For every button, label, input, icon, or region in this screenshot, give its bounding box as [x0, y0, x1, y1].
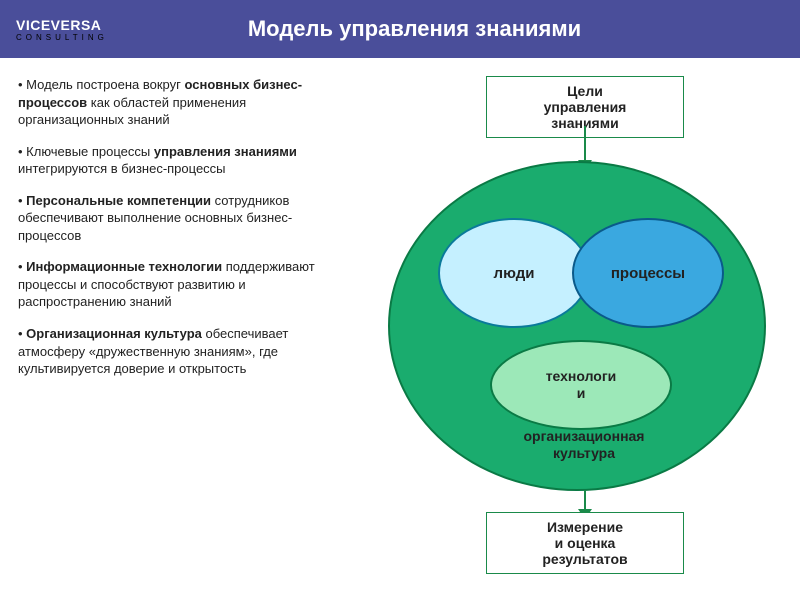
org-culture-label: организационная культура	[474, 428, 694, 462]
people-oval: люди	[438, 218, 590, 328]
logo-text: VICEVERSA	[16, 17, 101, 33]
logo: VICEVERSA CONSULTING	[16, 17, 108, 42]
content-area: • Модель построена вокруг основных бизне…	[0, 58, 800, 600]
tech-oval: технологи и	[490, 340, 672, 430]
logo-subtitle: CONSULTING	[16, 33, 108, 42]
bullet-list: • Модель построена вокруг основных бизне…	[18, 76, 348, 590]
bullet-item: • Информационные технологии поддерживают…	[18, 258, 336, 311]
bullet-item: • Персональные компетенции сотрудников о…	[18, 192, 336, 245]
page-title: Модель управления знаниями	[248, 16, 581, 42]
results-box: Измерение и оценка результатов	[486, 512, 684, 574]
bullet-item: • Ключевые процессы управления знаниями …	[18, 143, 336, 178]
arrow-down-top	[584, 126, 586, 162]
header-bar: VICEVERSA CONSULTING Модель управления з…	[0, 0, 800, 58]
diagram: Цели управления знаниями люди процессы т…	[348, 76, 786, 590]
process-oval: процессы	[572, 218, 724, 328]
bullet-item: • Организационная культура обеспечивает …	[18, 325, 336, 378]
bullet-item: • Модель построена вокруг основных бизне…	[18, 76, 336, 129]
